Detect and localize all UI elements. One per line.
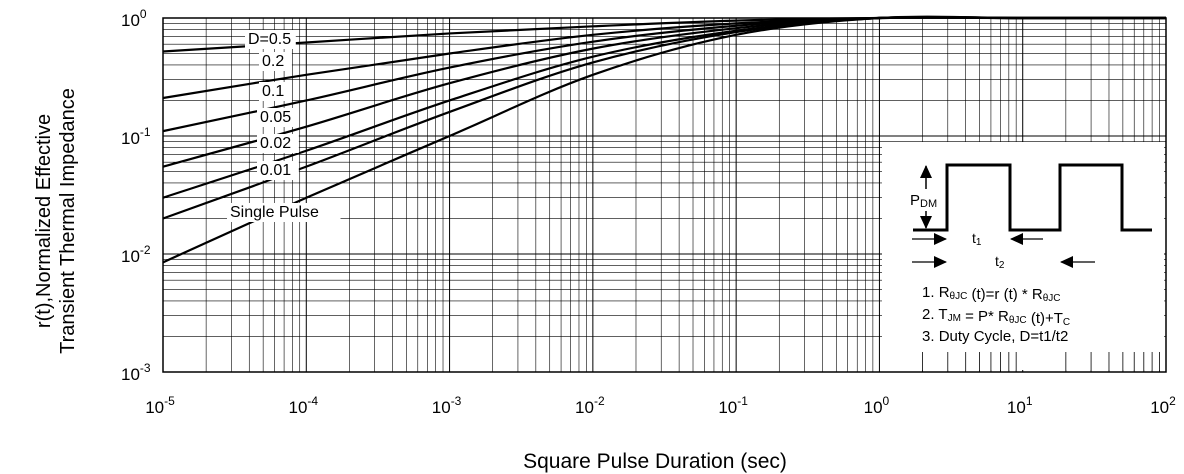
y-axis-label-line1: r(t),Normalized Effective	[33, 114, 55, 328]
series-label: 0.01	[260, 162, 291, 179]
series-label-bg	[257, 134, 299, 153]
y-axis-label: r(t),Normalized Effective Transient Ther…	[33, 88, 79, 354]
x-tick-label: 10-1	[718, 394, 748, 417]
t2-label: t2	[995, 253, 1005, 271]
grid-layer	[162, 18, 1166, 373]
inset-note: 3. Duty Cycle, D=t1/t2	[922, 328, 1068, 345]
t1-label: t1	[972, 230, 982, 248]
series-label: 0.02	[260, 135, 291, 152]
curve-labels-layer: D=0.5 0.2 0.1 0.05 0.02 0.01 Single Pulse	[227, 30, 341, 222]
series-label-bg	[245, 30, 296, 49]
y-tick-label: 10-1	[121, 125, 151, 148]
t2-arrow-right	[934, 256, 947, 268]
inset-note: 1. RθJC (t)=r (t) * RθJC	[922, 284, 1061, 304]
x-tick-label: 10-3	[432, 394, 462, 417]
x-tick-label: 100	[864, 394, 890, 417]
series-label-bg	[227, 203, 341, 222]
y-tick-label: 10-3	[121, 361, 151, 384]
pdm-label: PDM	[910, 192, 937, 210]
series-label-bg	[257, 108, 299, 127]
x-tick-label: 102	[1150, 394, 1176, 417]
series-label-bg	[259, 82, 292, 101]
t1-arrow-left	[1010, 233, 1023, 245]
pulse-waveform	[913, 163, 1152, 232]
y-tick-label: 10-2	[121, 243, 151, 266]
inset-background	[882, 142, 1164, 370]
y-axis-label-line2: Transient Thermal Impedance	[57, 88, 79, 354]
pdm-label-bg	[908, 189, 944, 211]
pdm-arrow-down	[920, 216, 932, 229]
series-line	[162, 16, 1166, 53]
x-axis-label: Square Pulse Duration (sec)	[523, 450, 787, 473]
series-label-bg	[257, 161, 299, 180]
pdm-arrow-up	[920, 165, 932, 178]
x-tick-label: 10-5	[145, 394, 175, 417]
t1-arrow-right	[934, 233, 947, 245]
x-tick-label: 10-2	[575, 394, 605, 417]
t2-arrow-left	[1060, 256, 1073, 268]
x-tick-label: 10-4	[288, 394, 318, 417]
series-label: D=0.5	[248, 31, 291, 48]
series-label: 0.05	[260, 109, 291, 126]
plot-frame	[162, 17, 1167, 373]
series-label: 0.1	[262, 83, 284, 100]
series-label: Single Pulse	[230, 204, 319, 221]
x-tick-label: 101	[1007, 394, 1033, 417]
series-label-bg	[259, 52, 292, 71]
tick-labels: 10-5 10-4 10-3 10-2 10-1 100 101 102 100 10-1 10-2…	[121, 7, 1176, 417]
series-label: 0.2	[262, 53, 284, 70]
y-tick-label: 100	[121, 7, 147, 30]
inset-note: 2. TJM = P* RθJC (t)+TC	[922, 306, 1070, 328]
